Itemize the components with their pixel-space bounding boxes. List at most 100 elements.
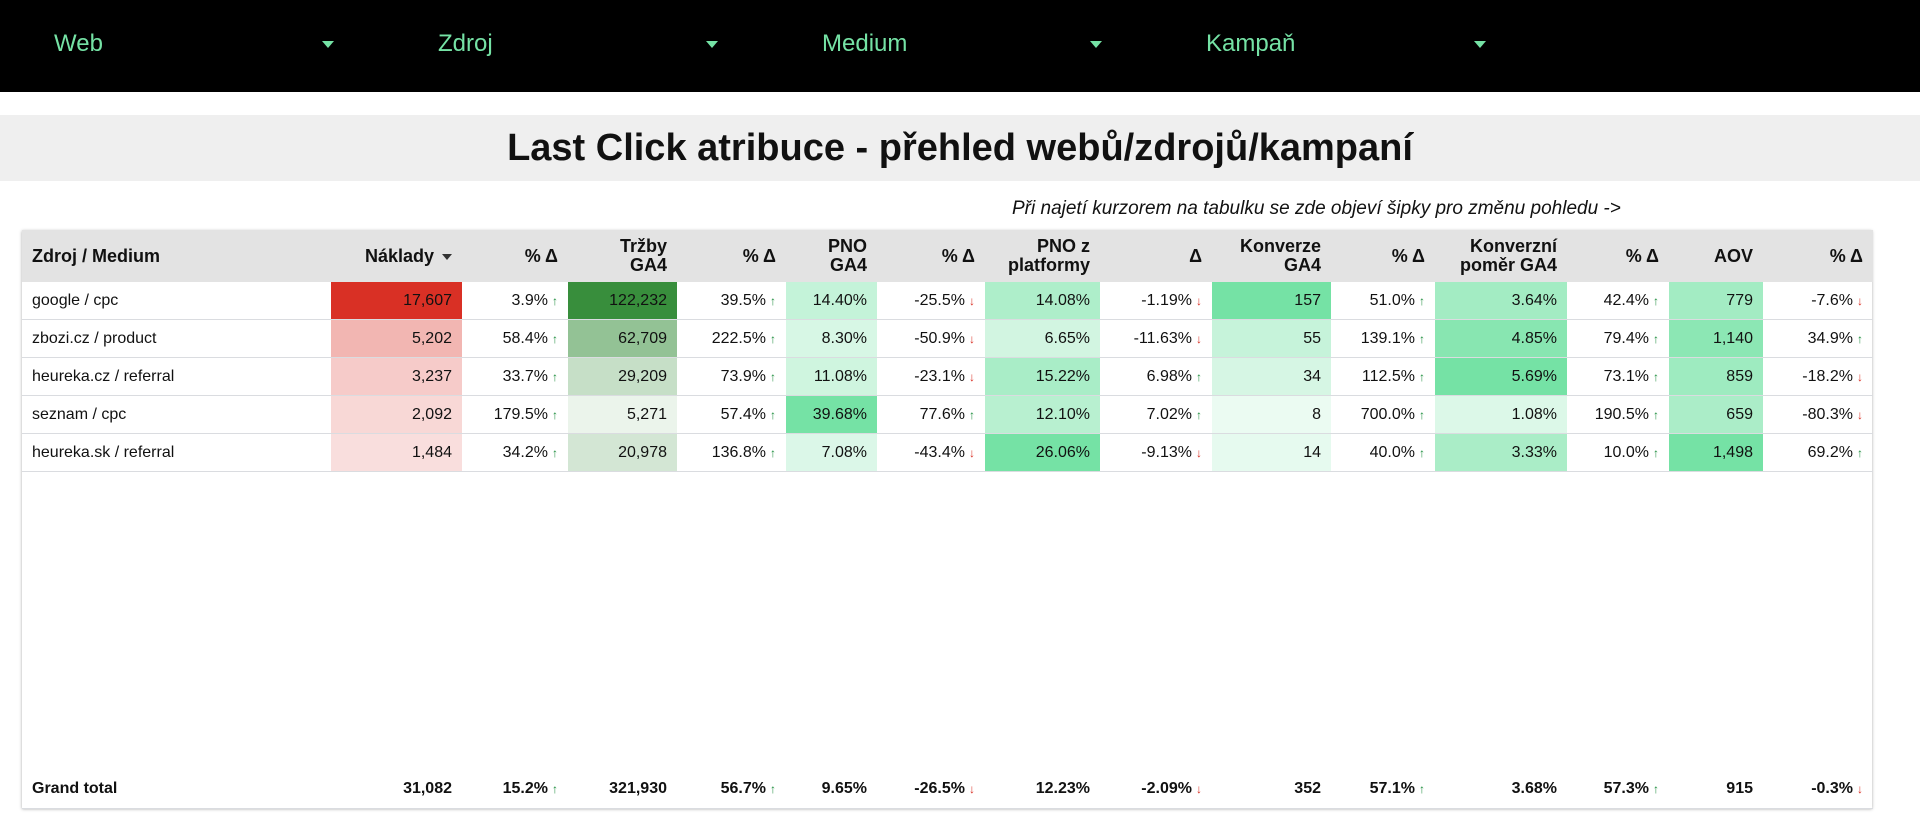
- cell-value: zbozi.cz / product: [32, 329, 157, 347]
- header-naklady[interactable]: Náklady: [331, 230, 462, 282]
- cell-value: 139.1%: [1360, 329, 1415, 347]
- cell-value: -43.4%: [914, 443, 965, 461]
- trend-arrow-icon: ↑: [552, 331, 558, 346]
- cell-value: 34.2%: [502, 443, 548, 461]
- filter-kampan-dropdown[interactable]: Kampaň: [1206, 22, 1486, 66]
- cell-value: 55: [1303, 329, 1321, 347]
- value-cell-c10: 112.5% ↑: [1331, 357, 1435, 396]
- cell-value: 6.98%: [1146, 367, 1192, 385]
- value-cell-c1: 2,092: [331, 395, 462, 434]
- header-aov[interactable]: AOV: [1669, 230, 1763, 282]
- value-cell-c6: 77.6% ↑: [877, 395, 985, 434]
- trend-arrow-icon: ↓: [1196, 293, 1202, 308]
- total-value-c12: 57.3% ↑: [1567, 770, 1669, 809]
- header-pno-platformy-delta[interactable]: Δ: [1100, 230, 1212, 282]
- value-cell-c9: 157: [1212, 282, 1331, 320]
- filter-web-dropdown[interactable]: Web: [54, 22, 334, 66]
- cell-value: 7.08%: [821, 443, 867, 461]
- cell-value: 57.3%: [1603, 780, 1649, 797]
- trend-arrow-icon: ↓: [1857, 293, 1863, 308]
- value-cell-c1: 1,484: [331, 433, 462, 472]
- trend-arrow-icon: ↑: [770, 331, 776, 346]
- value-cell-c5: 8.30%: [786, 319, 877, 358]
- header-trzby-delta[interactable]: % Δ: [677, 230, 786, 282]
- header-line: GA4: [629, 255, 667, 275]
- table-row[interactable]: seznam / cpc 2,092 179.5% ↑ 5,271 57.4% ↑ 39.68…: [22, 395, 1873, 434]
- value-cell-c10: 40.0% ↑: [1331, 433, 1435, 472]
- cell-value: 51.0%: [1369, 291, 1415, 309]
- value-cell-c14: 69.2% ↑: [1763, 433, 1873, 472]
- value-cell-c4: 39.5% ↑: [677, 282, 786, 320]
- cell-value: 1,140: [1712, 329, 1753, 347]
- table-row[interactable]: heureka.sk / referral 1,484 34.2% ↑ 20,978 13…: [22, 433, 1873, 472]
- header-konverzni-pomer[interactable]: Konverzní poměr GA4: [1435, 230, 1567, 282]
- value-cell-c6: -23.1% ↓: [877, 357, 985, 396]
- value-cell-c8: 7.02% ↑: [1100, 395, 1212, 434]
- header-konverzni-delta[interactable]: % Δ: [1567, 230, 1669, 282]
- cell-value: 73.1%: [1603, 367, 1649, 385]
- cell-value: 14.40%: [812, 291, 867, 309]
- header-konverze-delta[interactable]: % Δ: [1331, 230, 1435, 282]
- trend-arrow-icon: ↑: [552, 369, 558, 384]
- cell-value: 3.9%: [511, 291, 548, 309]
- trend-arrow-icon: ↑: [1196, 407, 1202, 422]
- cell-value: 4.85%: [1511, 329, 1557, 347]
- header-konverze-ga4[interactable]: Konverze GA4: [1212, 230, 1331, 282]
- trend-arrow-icon: ↑: [770, 782, 776, 796]
- chevron-down-icon: [1090, 40, 1102, 48]
- header-line: poměr GA4: [1459, 255, 1557, 275]
- chevron-down-icon: [706, 40, 718, 48]
- header-pno-platformy[interactable]: PNO z platformy: [985, 230, 1100, 282]
- total-value-c11: 3.68%: [1435, 770, 1567, 809]
- value-cell-c14: 34.9% ↑: [1763, 319, 1873, 358]
- header-zdroj-medium[interactable]: Zdroj / Medium: [22, 230, 331, 282]
- cell-value: 42.4%: [1603, 291, 1649, 309]
- value-cell-c14: -80.3% ↓: [1763, 395, 1873, 434]
- value-cell-c1: 5,202: [331, 319, 462, 358]
- cell-value: -80.3%: [1802, 405, 1853, 423]
- cell-value: 700.0%: [1360, 405, 1415, 423]
- trend-arrow-icon: ↑: [1653, 331, 1659, 346]
- header-naklady-delta[interactable]: % Δ: [462, 230, 568, 282]
- total-value-c4: 56.7% ↑: [677, 770, 786, 809]
- cell-value: 26.06%: [1035, 443, 1090, 461]
- header-pno-delta[interactable]: % Δ: [877, 230, 985, 282]
- filter-zdroj-dropdown[interactable]: Zdroj: [438, 22, 718, 66]
- total-value-c1: 31,082: [331, 770, 462, 809]
- cell-value: seznam / cpc: [32, 405, 127, 423]
- value-cell-c2: 34.2% ↑: [462, 433, 568, 472]
- value-cell-c5: 14.40%: [786, 282, 877, 320]
- table-row[interactable]: google / cpc 17,607 3.9% ↑ 122,232 39.5% ↑ 14.4…: [22, 282, 1873, 320]
- cell-value: 14: [1303, 443, 1321, 461]
- value-cell-c9: 8: [1212, 395, 1331, 434]
- value-cell-c13: 1,140: [1669, 319, 1763, 358]
- cell-value: 136.8%: [711, 443, 766, 461]
- cell-value: -26.5%: [914, 780, 965, 797]
- table-header-row: Zdroj / Medium Náklady % Δ Tržby GA4 % Δ …: [22, 230, 1873, 282]
- header-aov-delta[interactable]: % Δ: [1763, 230, 1873, 282]
- value-cell-c5: 39.68%: [786, 395, 877, 434]
- trend-arrow-icon: ↓: [1196, 331, 1202, 346]
- header-trzby-ga4[interactable]: Tržby GA4: [568, 230, 677, 282]
- cell-value: -9.13%: [1141, 443, 1192, 461]
- trend-arrow-icon: ↑: [1653, 445, 1659, 460]
- value-cell-c5: 7.08%: [786, 433, 877, 472]
- data-table[interactable]: Zdroj / Medium Náklady % Δ Tržby GA4 % Δ …: [22, 230, 1873, 809]
- trend-arrow-icon: ↑: [1653, 782, 1659, 796]
- filter-web-label: Web: [54, 30, 103, 57]
- cell-value: 1.08%: [1511, 405, 1557, 423]
- cell-value: 17,607: [403, 291, 452, 309]
- trend-arrow-icon: ↑: [1419, 445, 1425, 460]
- filter-medium-dropdown[interactable]: Medium: [822, 22, 1102, 66]
- trend-arrow-icon: ↑: [770, 369, 776, 384]
- cell-value: 69.2%: [1807, 443, 1853, 461]
- value-cell-c7: 6.65%: [985, 319, 1100, 358]
- cell-value: Grand total: [32, 780, 118, 797]
- table-row[interactable]: heureka.cz / referral 3,237 33.7% ↑ 29,209 73…: [22, 357, 1873, 396]
- cell-value: 5,271: [626, 405, 667, 423]
- cell-value: -7.6%: [1811, 291, 1853, 309]
- value-cell-c8: -1.19% ↓: [1100, 282, 1212, 320]
- table-row[interactable]: zbozi.cz / product 5,202 58.4% ↑ 62,709 222.5…: [22, 319, 1873, 358]
- header-pno-ga4[interactable]: PNO GA4: [786, 230, 877, 282]
- total-value-c7: 12.23%: [985, 770, 1100, 809]
